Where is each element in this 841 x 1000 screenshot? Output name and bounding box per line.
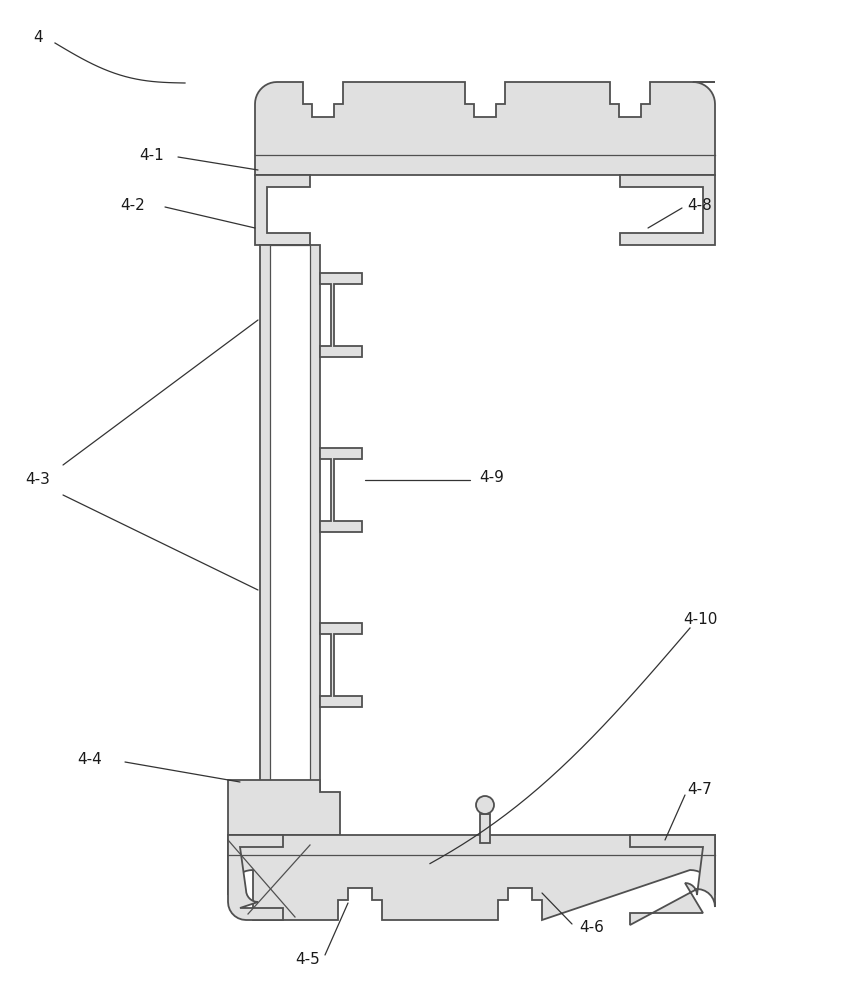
Text: 4-7: 4-7 — [688, 782, 712, 798]
Polygon shape — [228, 780, 340, 835]
Polygon shape — [320, 623, 362, 707]
Polygon shape — [255, 175, 310, 245]
Circle shape — [476, 796, 494, 814]
Text: 4-10: 4-10 — [683, 612, 717, 628]
Text: 4-2: 4-2 — [120, 198, 145, 213]
Polygon shape — [270, 245, 310, 795]
Polygon shape — [620, 175, 715, 245]
Polygon shape — [260, 245, 320, 795]
Polygon shape — [228, 835, 283, 920]
Text: 4-1: 4-1 — [140, 147, 164, 162]
Text: 4-9: 4-9 — [479, 471, 505, 486]
Text: 4-6: 4-6 — [579, 920, 605, 936]
Text: 4-5: 4-5 — [296, 952, 320, 968]
Polygon shape — [320, 273, 362, 357]
Text: 4-8: 4-8 — [688, 198, 712, 213]
Text: 4-4: 4-4 — [77, 752, 103, 768]
Polygon shape — [480, 814, 490, 843]
Text: 4: 4 — [33, 30, 43, 45]
Polygon shape — [228, 835, 715, 920]
Polygon shape — [320, 448, 362, 532]
Text: 4-3: 4-3 — [25, 473, 50, 488]
Polygon shape — [630, 835, 715, 925]
Polygon shape — [255, 82, 715, 175]
